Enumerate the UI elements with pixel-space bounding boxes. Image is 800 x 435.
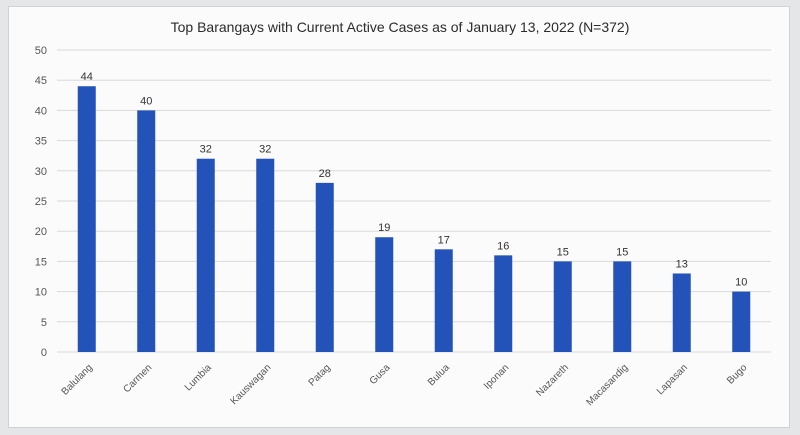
x-tick-label: Bugo bbox=[725, 362, 750, 387]
y-tick-label: 5 bbox=[41, 317, 47, 329]
bar-lumbia bbox=[196, 158, 215, 352]
bar-chart: 0 5 10 15 20 25 30 35 40 45 50 44 40 32 32 28 19 17 16 15 1… bbox=[35, 45, 771, 408]
data-label: 15 bbox=[557, 246, 569, 258]
bar-carmen bbox=[137, 110, 156, 353]
y-tick-label: 50 bbox=[35, 45, 47, 57]
data-label: 28 bbox=[319, 168, 331, 180]
data-label: 32 bbox=[200, 144, 212, 156]
y-tick-label: 45 bbox=[35, 75, 47, 87]
bar-lapasan bbox=[672, 273, 691, 352]
bar-kauswagan bbox=[256, 158, 275, 352]
x-tick-label: Iponan bbox=[482, 362, 511, 391]
chart-frame: Top Barangays with Current Active Cases … bbox=[8, 6, 790, 428]
x-tick-label: Bulua bbox=[426, 362, 452, 388]
y-tick-label: 10 bbox=[35, 287, 47, 299]
x-tick-label: Patag bbox=[307, 362, 333, 388]
bar-iponan bbox=[494, 255, 513, 352]
x-tick-label: Kauswagan bbox=[229, 362, 274, 407]
y-axis: 0 5 10 15 20 25 30 35 40 45 50 bbox=[35, 45, 47, 359]
x-tick-label: Lumbia bbox=[183, 362, 214, 393]
y-tick-label: 30 bbox=[35, 166, 47, 178]
data-label: 15 bbox=[616, 246, 628, 258]
bar-gusa bbox=[375, 237, 394, 352]
x-axis: Balulang Carmen Lumbia Kauswagan Patag Gusa Bu… bbox=[60, 362, 750, 408]
data-label: 10 bbox=[735, 277, 747, 289]
y-tick-label: 25 bbox=[35, 196, 47, 208]
x-tick-label: Gusa bbox=[368, 362, 393, 387]
data-label: 13 bbox=[676, 258, 688, 270]
x-tick-label: Nazareth bbox=[534, 362, 570, 398]
grid-lines bbox=[57, 49, 771, 353]
bar-bulua bbox=[434, 249, 453, 352]
y-tick-label: 20 bbox=[35, 226, 47, 238]
bar-balulang bbox=[77, 86, 96, 353]
bar-macasandig bbox=[613, 261, 632, 352]
y-tick-label: 0 bbox=[41, 347, 47, 359]
x-tick-label: Lapasan bbox=[655, 362, 690, 397]
data-label: 32 bbox=[259, 144, 271, 156]
y-tick-label: 40 bbox=[35, 105, 47, 117]
data-label: 44 bbox=[81, 71, 93, 83]
x-tick-label: Carmen bbox=[121, 362, 154, 395]
bars bbox=[77, 86, 751, 353]
bar-nazareth bbox=[553, 261, 572, 352]
chart-title: Top Barangays with Current Active Cases … bbox=[170, 19, 630, 35]
data-label: 19 bbox=[378, 222, 390, 234]
data-labels: 44 40 32 32 28 19 17 16 15 15 13 10 bbox=[81, 71, 748, 288]
bar-patag bbox=[315, 182, 334, 352]
data-label: 17 bbox=[438, 234, 450, 246]
x-tick-label: Balulang bbox=[60, 362, 95, 397]
x-tick-label: Macasandig bbox=[584, 362, 630, 408]
y-tick-label: 35 bbox=[35, 136, 47, 148]
bar-bugo bbox=[732, 291, 751, 352]
data-label: 40 bbox=[140, 95, 152, 107]
y-tick-label: 15 bbox=[35, 256, 47, 268]
data-label: 16 bbox=[497, 240, 509, 252]
